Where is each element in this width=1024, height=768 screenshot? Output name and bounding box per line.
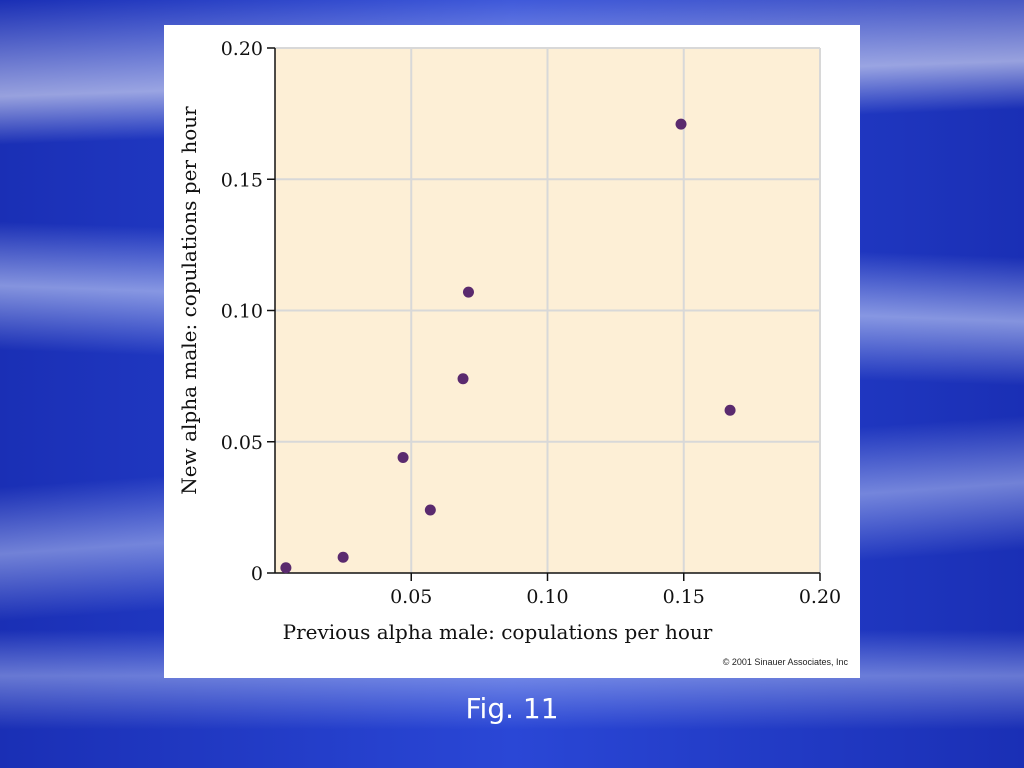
figure-caption: Fig. 11 [465, 692, 559, 725]
x-tick-label: 0.15 [663, 586, 705, 608]
y-tick-label: 0.20 [221, 38, 263, 60]
data-point [397, 452, 409, 463]
x-tick-label: 0.10 [526, 586, 568, 608]
data-point [337, 551, 349, 563]
x-tick-label: 0.05 [390, 586, 432, 608]
data-points [280, 118, 736, 574]
data-point [462, 286, 474, 298]
copyright-credit: © 2001 Sinauer Associates, Inc [722, 657, 848, 667]
y-axis-label: New alpha male: copulations per hour [177, 106, 201, 495]
x-axis-label: Previous alpha male: copulations per hou… [283, 620, 713, 644]
data-point [724, 404, 736, 416]
chart-panel: 0.05 0.10 0.15 0.20 0 0.05 0.10 0.15 0.20 Previo… [164, 25, 860, 678]
data-point [280, 562, 292, 574]
y-tick-label: 0.15 [221, 169, 263, 191]
y-tick-label: 0 [251, 563, 263, 585]
y-tick-label: 0.10 [221, 301, 263, 323]
x-tick-label: 0.20 [799, 586, 841, 608]
tick-labels: 0.05 0.10 0.15 0.20 0 0.05 0.10 0.15 0.20 [221, 38, 841, 608]
y-tick-label: 0.05 [221, 432, 263, 454]
data-point [457, 373, 469, 385]
data-point [675, 118, 687, 130]
data-point [424, 504, 436, 516]
scatter-chart: 0.05 0.10 0.15 0.20 0 0.05 0.10 0.15 0.20 Previo… [177, 38, 841, 644]
axes [267, 47, 821, 581]
grid-lines [275, 47, 821, 573]
